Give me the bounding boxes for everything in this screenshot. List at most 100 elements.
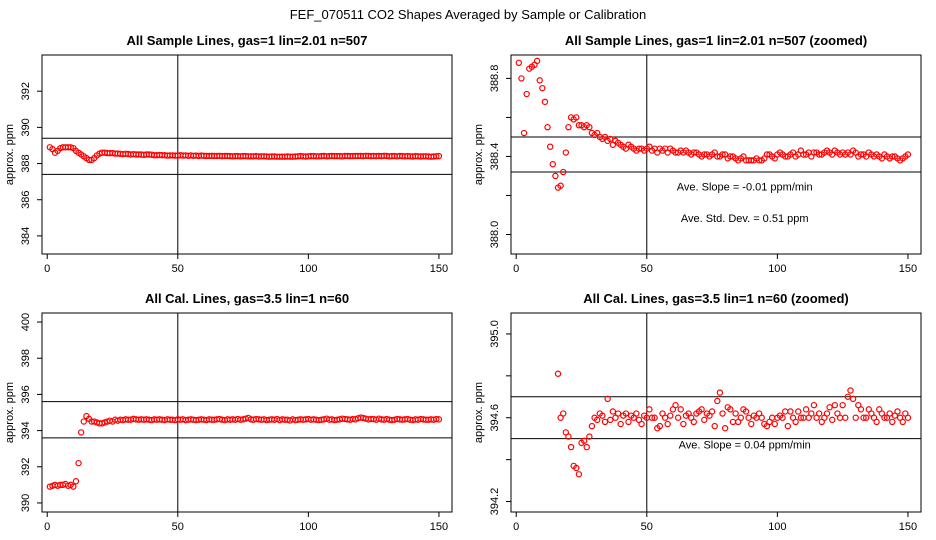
chart-panel-4: All Cal. Lines, gas=3.5 lin=1 n=60 (zoom… [473, 291, 922, 533]
data-point [625, 418, 632, 426]
data-point [599, 412, 606, 419]
data-point [815, 151, 823, 158]
data-point [852, 414, 859, 421]
plot-frame [41, 54, 453, 255]
data-point [617, 420, 624, 428]
y-tick-label: 395.0 [489, 320, 501, 348]
data-point [635, 145, 643, 152]
y-tick-label: 388.4 [489, 143, 501, 171]
data-point [745, 414, 752, 421]
data-point [842, 414, 849, 421]
data-point [533, 57, 541, 65]
chart-annotation: Ave. Slope = 0.04 ppm/min [679, 439, 811, 451]
data-point [539, 84, 546, 92]
data-point [580, 437, 588, 444]
data-point [515, 59, 523, 67]
data-point [520, 129, 528, 137]
y-tick-label: 392 [20, 458, 32, 476]
data-point [607, 416, 614, 424]
x-tick-label: 100 [768, 263, 786, 275]
data-point [857, 406, 865, 413]
data-point [593, 416, 601, 424]
data-point [614, 410, 622, 417]
data-point [727, 153, 734, 160]
data-point [810, 401, 818, 409]
data-point [651, 414, 658, 421]
data-point [607, 135, 614, 143]
data-point [831, 401, 839, 409]
y-tick-label: 394.6 [489, 404, 501, 432]
data-point [672, 149, 679, 156]
y-tick-label: 398 [20, 349, 32, 367]
x-tick-label: 100 [299, 263, 317, 275]
data-point [829, 416, 836, 424]
data-point [583, 443, 590, 451]
y-tick-label: 390 [20, 118, 32, 136]
data-point [656, 422, 664, 430]
x-tick-label: 150 [899, 521, 917, 533]
data-point [826, 404, 833, 411]
x-tick-label: 50 [641, 263, 653, 275]
data-point [714, 153, 721, 160]
data-point [860, 414, 867, 421]
data-point [802, 406, 810, 413]
data-point [784, 422, 792, 430]
data-point [849, 395, 857, 403]
data-point [823, 410, 831, 417]
data-point [518, 75, 525, 82]
data-point [768, 414, 776, 421]
y-axis-label: approx. ppm [473, 382, 485, 443]
plot-frame [41, 312, 453, 513]
data-point [727, 406, 734, 413]
data-point [839, 401, 846, 409]
data-point [737, 414, 745, 421]
data-point [886, 410, 893, 417]
data-point [549, 161, 556, 168]
data-point [792, 418, 799, 426]
data-point [881, 414, 888, 421]
data-point [836, 414, 844, 421]
data-point [889, 153, 896, 160]
data-point [719, 151, 726, 158]
data-point [810, 149, 818, 156]
data-point [80, 418, 87, 425]
x-tick-label: 100 [299, 521, 317, 533]
data-point [732, 410, 739, 417]
y-tick-label: 394 [20, 421, 32, 439]
data-point [557, 182, 564, 189]
data-point [544, 123, 551, 131]
data-point [664, 420, 671, 428]
chart-title: All Cal. Lines, gas=3.5 lin=1 n=60 [145, 291, 349, 306]
data-point [690, 149, 698, 156]
chart-annotation: Ave. Slope = -0.01 ppm/min [677, 181, 813, 193]
data-point [690, 418, 698, 426]
data-point [541, 98, 549, 106]
data-point [552, 172, 559, 180]
data-point [800, 151, 807, 158]
data-point [847, 387, 854, 394]
chart-panel-2: All Sample Lines, gas=1 lin=2.01 n=507 (… [473, 33, 922, 275]
x-tick-label: 150 [430, 521, 448, 533]
data-point [904, 151, 912, 158]
data-point [609, 408, 617, 415]
y-tick-label: 384 [20, 227, 32, 245]
data-point [573, 464, 580, 472]
data-point [661, 414, 669, 421]
x-tick-label: 0 [44, 521, 50, 533]
y-tick-label: 388.0 [489, 221, 501, 249]
data-point [755, 157, 763, 164]
data-point [601, 418, 609, 426]
data-point [763, 151, 771, 158]
figure-title: FEF_070511 CO2 Shapes Averaged by Sample… [290, 7, 647, 22]
data-point [646, 406, 653, 413]
data-point [586, 433, 593, 440]
data-point [562, 149, 570, 156]
chart-title: All Sample Lines, gas=1 lin=2.01 n=507 (… [565, 33, 867, 48]
data-point [648, 414, 656, 421]
y-axis-label: approx. ppm [4, 382, 16, 443]
data-point [433, 415, 440, 423]
plot-frame [510, 54, 922, 255]
data-point [435, 416, 443, 423]
data-point [674, 414, 682, 421]
y-axis-label: approx. ppm [473, 124, 485, 185]
